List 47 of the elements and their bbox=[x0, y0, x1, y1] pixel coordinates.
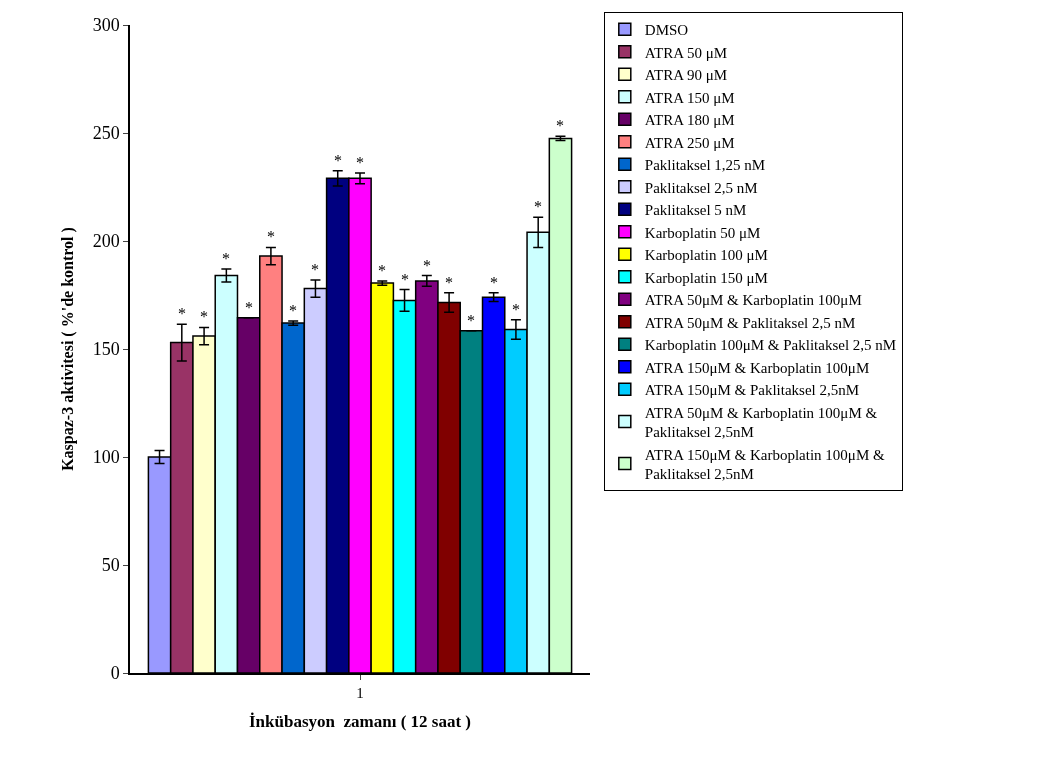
legend-label: ATRA 180 μM bbox=[644, 112, 735, 129]
data-label: * bbox=[222, 250, 230, 267]
data-label: * bbox=[556, 117, 564, 134]
data-label: * bbox=[401, 271, 409, 288]
legend-label: Karboplatin 100μM & Paklitaksel 2,5 nM bbox=[644, 337, 897, 354]
legend-label: Karboplatin 100 μM bbox=[644, 247, 768, 264]
y-tick-label: 300 bbox=[92, 15, 120, 36]
data-label: * bbox=[311, 261, 319, 278]
data-label: * bbox=[178, 305, 186, 322]
legend-label: ATRA 250 μM bbox=[644, 134, 735, 151]
data-label: * bbox=[334, 152, 342, 169]
x-tick-label: 1 bbox=[356, 684, 364, 701]
data-label: * bbox=[445, 274, 453, 291]
legend-label: ATRA 50μM & Paklitaksel 2,5 nM bbox=[644, 314, 856, 331]
data-label: * bbox=[200, 308, 208, 325]
legend-label: ATRA 90 μM bbox=[644, 67, 728, 84]
data-label: * bbox=[267, 228, 275, 245]
data-label: * bbox=[490, 274, 498, 291]
y-tick-label: 100 bbox=[92, 447, 120, 468]
y-tick-label: 150 bbox=[92, 339, 120, 360]
data-label: * bbox=[356, 154, 364, 171]
y-axis-title: Kaspaz-3 aktivitesi ( %'de kontrol ) bbox=[59, 227, 78, 471]
legend-label: ATRA 50μM & Karboplatin 100μM bbox=[644, 292, 862, 309]
legend-label: Karboplatin 150 μM bbox=[644, 269, 768, 286]
legend-label: Karboplatin 50 μM bbox=[644, 224, 761, 241]
data-label: * bbox=[423, 257, 431, 274]
y-tick-label: 250 bbox=[92, 123, 120, 144]
x-axis-title: İnkübasyon zamanı ( 12 saat ) bbox=[249, 711, 471, 731]
y-tick-label: 200 bbox=[92, 231, 120, 252]
legend-label: ATRA 150μM & Karboplatin 100μM bbox=[644, 359, 870, 376]
data-label: * bbox=[534, 198, 542, 215]
data-label: * bbox=[289, 302, 297, 319]
y-tick-label: 50 bbox=[101, 555, 120, 576]
legend-label: Paklitaksel 2,5 nM bbox=[644, 179, 758, 196]
legend-label: ATRA 150μM & Paklitaksel 2,5nM bbox=[644, 382, 860, 399]
legend-label: ATRA 150μM & Karboplatin 100μM & Paklitaksel 2,5nM bbox=[644, 446, 885, 483]
legend-label: Paklitaksel 1,25 nM bbox=[644, 157, 766, 174]
data-label: * bbox=[245, 299, 253, 316]
y-tick-label: 0 bbox=[110, 663, 120, 684]
legend-label: ATRA 50μM & Karboplatin 100μM & Paklitaksel 2,5nM bbox=[644, 404, 878, 441]
legend-label: DMSO bbox=[644, 22, 689, 39]
legend-label: ATRA 50 μM bbox=[644, 44, 728, 61]
legend-label: Paklitaksel 5 nM bbox=[644, 202, 747, 219]
data-label: * bbox=[512, 301, 520, 318]
data-label: * bbox=[467, 312, 475, 329]
legend-label: ATRA 150 μM bbox=[644, 89, 735, 106]
data-label: * bbox=[378, 262, 386, 279]
